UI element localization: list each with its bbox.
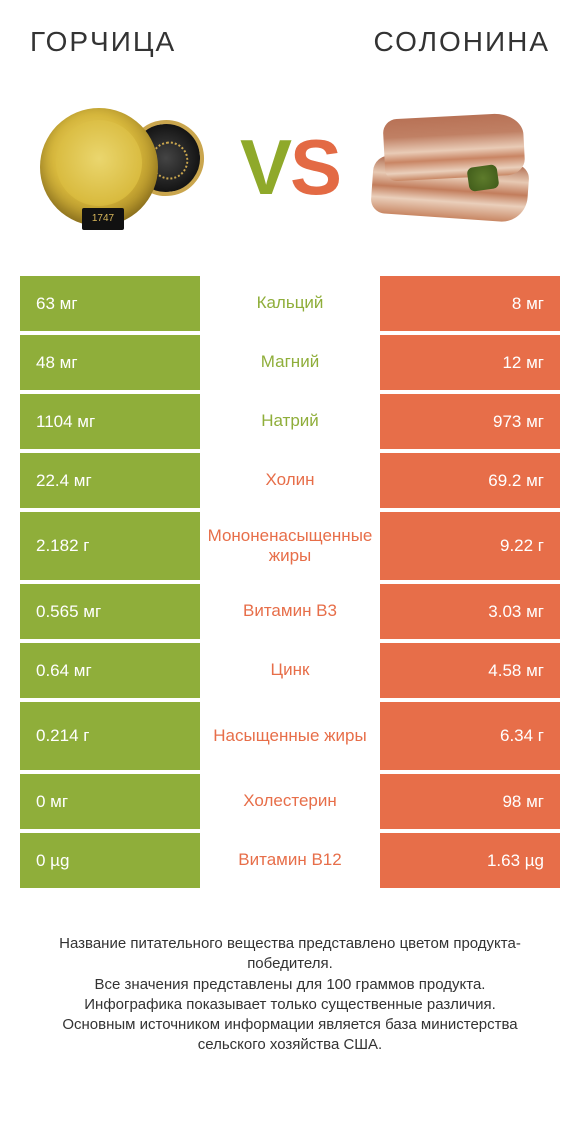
vs-label: VS: [240, 122, 340, 213]
nutrient-name: Магний: [200, 335, 380, 390]
nutrient-name: Насыщенные жиры: [200, 702, 380, 770]
nutrient-name: Холин: [200, 453, 380, 508]
footer-line-4: Основным источником информации является …: [40, 1015, 540, 1056]
vs-v: V: [240, 123, 290, 211]
table-row: 63 мгКальций8 мг: [20, 276, 560, 331]
left-value-cell: 0.64 мг: [20, 643, 200, 698]
mustard-inner-icon: [56, 120, 142, 206]
right-value-cell: 12 мг: [380, 335, 560, 390]
table-row: 0.214 гНасыщенные жиры6.34 г: [20, 702, 560, 770]
bacon-slice-top-icon: [382, 112, 525, 181]
nutrient-name: Кальций: [200, 276, 380, 331]
table-row: 0.64 мгЦинк4.58 мг: [20, 643, 560, 698]
left-value-cell: 0.565 мг: [20, 584, 200, 639]
nutrient-name: Мононенасыщенные жиры: [200, 512, 380, 580]
comparison-table: 63 мгКальций8 мг48 мгМагний12 мг1104 мгН…: [20, 276, 560, 888]
product-titles: ГОРЧИЦА СОЛОНИНА: [20, 20, 560, 68]
right-value-cell: 8 мг: [380, 276, 560, 331]
left-value-cell: 0 µg: [20, 833, 200, 888]
right-value-cell: 4.58 мг: [380, 643, 560, 698]
right-value-cell: 3.03 мг: [380, 584, 560, 639]
footer-line-2: Все значения представлены для 100 граммо…: [40, 975, 540, 995]
nutrient-name: Витамин B12: [200, 833, 380, 888]
infographic-page: ГОРЧИЦА СОЛОНИНА 1747 VS 63 мгКальций8 м…: [0, 0, 580, 1144]
table-row: 0.565 мгВитамин B33.03 мг: [20, 584, 560, 639]
right-product-image: [354, 92, 554, 242]
right-value-cell: 973 мг: [380, 394, 560, 449]
right-product-title: СОЛОНИНА: [374, 26, 550, 58]
hero-row: 1747 VS: [20, 68, 560, 276]
right-value-cell: 6.34 г: [380, 702, 560, 770]
table-row: 1104 мгНатрий973 мг: [20, 394, 560, 449]
right-value-cell: 1.63 µg: [380, 833, 560, 888]
left-product-image: 1747: [26, 92, 226, 242]
footer-line-1: Название питательного вещества представл…: [40, 934, 540, 975]
mustard-brand-label: 1747: [82, 208, 124, 230]
left-value-cell: 0.214 г: [20, 702, 200, 770]
table-row: 0 µgВитамин B121.63 µg: [20, 833, 560, 888]
right-value-cell: 9.22 г: [380, 512, 560, 580]
nutrient-name: Холестерин: [200, 774, 380, 829]
right-value-cell: 98 мг: [380, 774, 560, 829]
left-value-cell: 22.4 мг: [20, 453, 200, 508]
herb-garnish-icon: [466, 164, 499, 192]
left-value-cell: 1104 мг: [20, 394, 200, 449]
left-value-cell: 63 мг: [20, 276, 200, 331]
left-value-cell: 0 мг: [20, 774, 200, 829]
nutrient-name: Цинк: [200, 643, 380, 698]
left-product-title: ГОРЧИЦА: [30, 26, 176, 58]
nutrient-name: Натрий: [200, 394, 380, 449]
footer-line-3: Инфографика показывает только существенн…: [40, 995, 540, 1015]
right-value-cell: 69.2 мг: [380, 453, 560, 508]
vs-s: S: [290, 123, 340, 211]
bacon-icon: [372, 116, 536, 224]
table-row: 2.182 гМононенасыщенные жиры9.22 г: [20, 512, 560, 580]
nutrient-name: Витамин B3: [200, 584, 380, 639]
footer-notes: Название питательного вещества представл…: [20, 934, 560, 1056]
left-value-cell: 48 мг: [20, 335, 200, 390]
table-row: 0 мгХолестерин98 мг: [20, 774, 560, 829]
left-value-cell: 2.182 г: [20, 512, 200, 580]
table-row: 48 мгМагний12 мг: [20, 335, 560, 390]
table-row: 22.4 мгХолин69.2 мг: [20, 453, 560, 508]
